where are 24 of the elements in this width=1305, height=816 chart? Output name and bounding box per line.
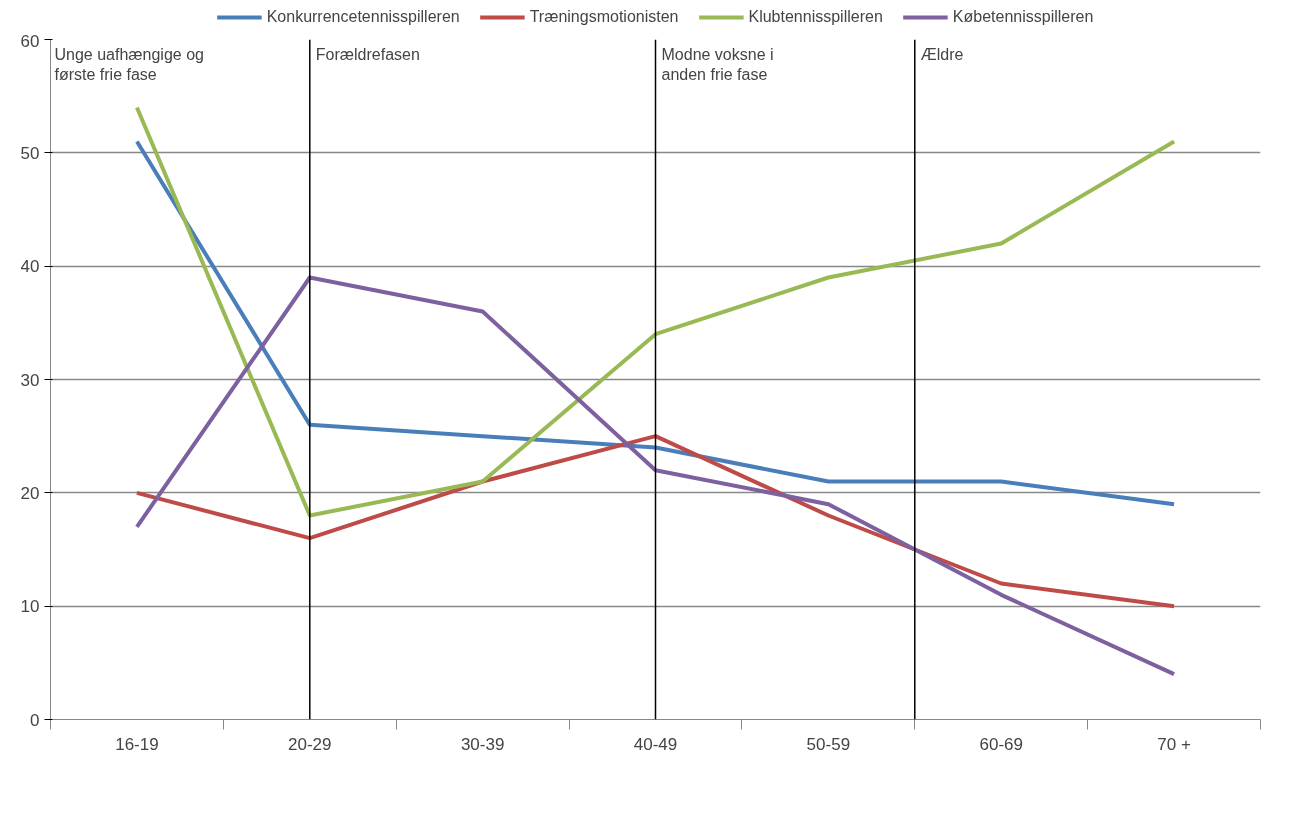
annotation: Ældre (920, 45, 964, 63)
legend-label: Konkurrencetennisspilleren (266, 8, 460, 26)
y-tick-label: 40 (20, 257, 40, 277)
y-tick-label: 60 (20, 31, 40, 51)
x-tick-label: 60-69 (979, 734, 1023, 754)
ref-line-label: Modne voksne i anden frie fase (661, 45, 774, 83)
x-tick-label: 40-49 (633, 734, 678, 754)
x-tick-label: 30-39 (460, 734, 505, 754)
x-tick-label: 20-29 (288, 734, 332, 754)
legend-label: Klubtennisspilleren (748, 8, 883, 26)
y-tick-label: 30 (20, 370, 40, 390)
x-tick-label: 50-59 (806, 734, 851, 754)
y-tick-label: 20 (20, 483, 40, 503)
x-tick-label: 70 + (1157, 734, 1191, 754)
x-tick-label: 16-19 (115, 734, 159, 754)
y-tick-label: 50 (20, 143, 40, 163)
ref-line-label: Forældrefasen (315, 45, 420, 63)
annotation: Unge uafhængige og første frie fase (54, 45, 204, 83)
y-tick-label: 0 (30, 710, 40, 730)
y-tick-label: 10 (20, 597, 40, 617)
legend-label: Købetennisspilleren (952, 8, 1094, 26)
line-series (134, 275, 1177, 677)
legend-label: Træningsmotionisten (529, 8, 679, 26)
line-series (134, 434, 1177, 609)
